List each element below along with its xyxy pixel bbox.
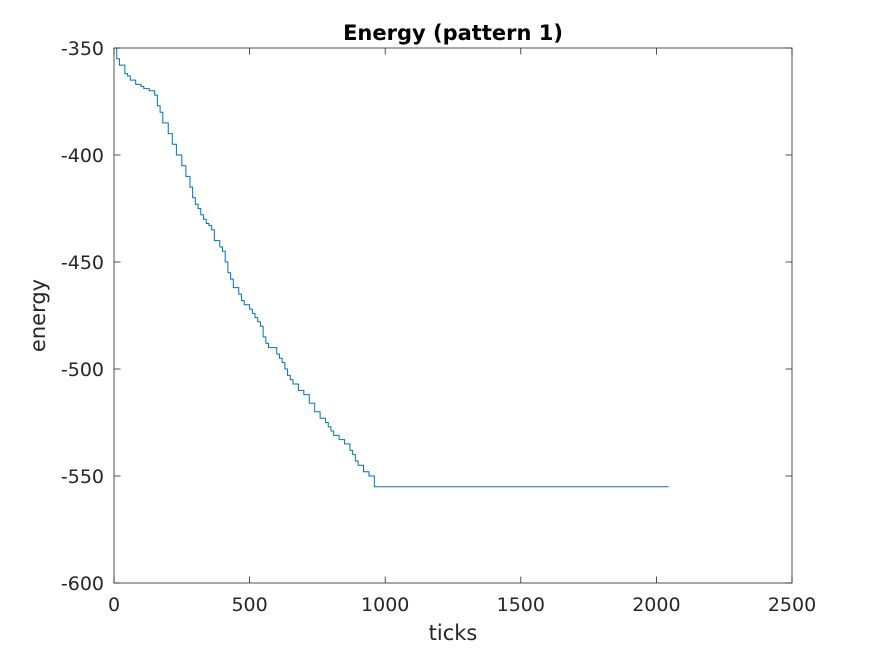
y-tick-label: -450 [61,252,104,274]
y-tick-label: -500 [61,359,104,381]
series-layer [114,47,669,488]
y-tick-label: -600 [61,573,104,595]
x-tick-label: 500 [231,594,267,616]
x-tick-label: 1000 [361,594,409,616]
chart-title: Energy (pattern 1) [343,21,563,45]
x-tick-label: 2000 [632,594,680,616]
plot-area [114,48,792,583]
x-tick-label: 1500 [497,594,545,616]
y-tick-label: -400 [61,145,104,167]
axes-box [113,47,793,584]
y-tick-label: -550 [61,466,104,488]
x-tick-label: 0 [108,594,120,616]
x-axis-label: ticks [429,621,478,645]
x-tick-label: 2500 [768,594,816,616]
y-tick-label: -350 [61,38,104,60]
tick-layer: 0 500 1000 1500 2000 2500 -350 -400 -450 -500 -550… [61,38,816,616]
y-axis-label: energy [26,279,50,352]
energy-series-line [114,47,669,488]
